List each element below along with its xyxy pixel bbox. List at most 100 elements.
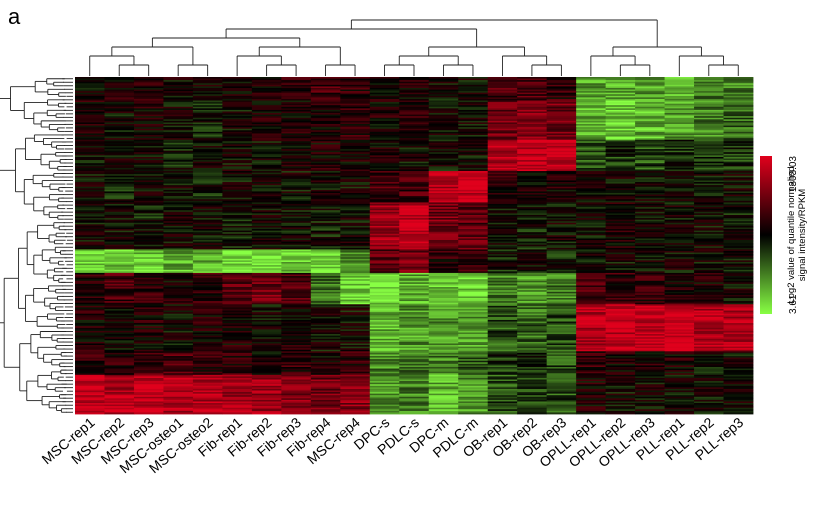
heatmap-cell [517,341,548,344]
heatmap-cell [546,114,577,117]
heatmap-cell [576,288,607,291]
heatmap-cell [281,261,312,264]
heatmap-cell [251,224,282,227]
heatmap-cell [517,208,548,211]
heatmap-cell [281,192,312,195]
heatmap-cell [399,92,430,95]
heatmap-cell [664,343,695,346]
heatmap-cell [310,144,341,147]
heatmap-cell [133,196,164,199]
heatmap-cell [281,233,312,236]
heatmap-cell [133,312,164,315]
heatmap-cell [75,91,105,94]
heatmap-cell [281,178,312,181]
heatmap-cell [251,213,282,216]
heatmap-cell [635,149,665,152]
heatmap-cell [340,149,371,152]
heatmap-cell [399,329,430,332]
heatmap-cell [723,370,754,373]
heatmap-cell [517,352,548,355]
heatmap-cell [75,385,105,388]
heatmap-cell [605,271,636,274]
heatmap-cell [75,243,105,246]
heatmap-cell [310,114,341,117]
heatmap-cell [635,171,665,174]
heatmap-cell [664,313,695,316]
heatmap-cell [399,156,430,159]
heatmap-cell [222,279,253,282]
heatmap-cell [281,205,312,208]
heatmap-cell [694,100,724,103]
heatmap-cell [163,130,194,133]
heatmap-cell [369,255,400,258]
heatmap-cell [251,124,282,126]
heatmap-cell [694,180,724,183]
heatmap-cell [664,381,695,384]
heatmap-cell [251,334,282,337]
heatmap-cell [75,95,105,98]
heatmap-cell [546,163,577,166]
heatmap-cell [192,302,223,305]
heatmap-cell [192,221,223,224]
heatmap-cell [340,98,371,101]
heatmap-cell [428,130,459,133]
heatmap-cell [281,247,312,250]
heatmap-cell [310,177,341,180]
heatmap-cell [635,163,665,166]
heatmap-cell [340,366,371,369]
heatmap-cell [576,200,607,203]
heatmap-cell [133,117,164,120]
heatmap-cell [310,80,341,83]
heatmap-cell [369,294,400,297]
heatmap-cell [428,124,459,126]
heatmap-cell [133,177,164,180]
heatmap-cell [428,238,459,241]
heatmap-cell [487,332,518,335]
heatmap-cell [723,255,754,258]
heatmap-cell [723,232,754,235]
heatmap-cell [517,91,548,94]
heatmap-cell [222,285,253,288]
heatmap-cell [664,293,695,296]
heatmap-cell [192,202,223,205]
heatmap-cell [635,269,665,272]
heatmap-cell [251,136,282,139]
heatmap-cell [694,354,724,357]
heatmap-cell [546,349,577,352]
heatmap-cell [428,304,459,307]
heatmap-cell [222,78,253,81]
heatmap-cell [546,359,577,362]
heatmap-cell [694,384,724,387]
heatmap-cell [428,192,459,195]
heatmap-cell [428,189,459,192]
heatmap-cell [723,293,754,296]
heatmap-cell [133,313,164,316]
heatmap-cell [487,359,518,362]
heatmap-cell [369,232,400,235]
heatmap-cell [163,337,194,340]
heatmap-cell [340,141,371,144]
heatmap-cell [222,313,253,316]
heatmap-cell [723,98,754,101]
heatmap-cell [133,210,164,213]
heatmap-cell [635,338,665,341]
heatmap-cell [399,122,430,125]
heatmap-cell [222,298,253,300]
heatmap-cell [340,265,371,268]
heatmap-cell [75,130,105,133]
heatmap-cell [133,186,164,189]
heatmap-cell [576,327,607,330]
heatmap-cell [487,83,518,86]
heatmap-cell [75,153,105,156]
heatmap-cell [694,194,724,197]
heatmap-cell [487,221,518,224]
heatmap-cell [310,169,341,172]
heatmap-cell [487,290,518,293]
heatmap-cell [281,202,312,205]
heatmap-cell [369,77,400,79]
heatmap-cell [605,139,636,142]
heatmap-cell [635,183,665,186]
heatmap-cell [605,191,636,194]
heatmap-cell [251,199,282,202]
heatmap-cell [605,298,636,300]
